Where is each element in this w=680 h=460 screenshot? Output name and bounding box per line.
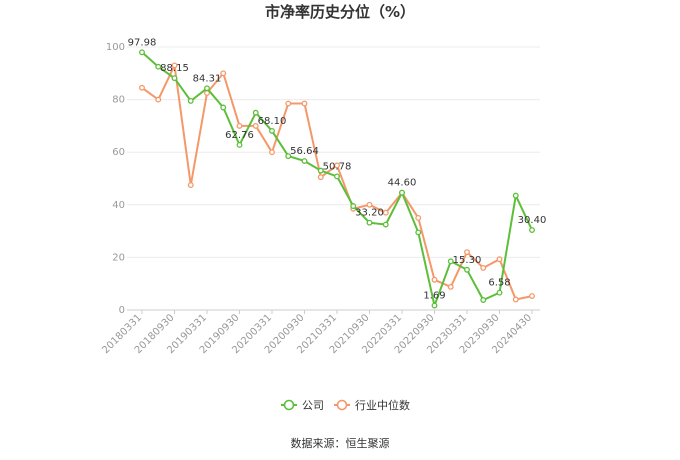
y-tick-label: 60 (112, 147, 125, 158)
legend[interactable]: 公司 行业中位数 (281, 398, 410, 412)
data-point (236, 122, 243, 129)
source-note: 数据来源：恒生聚源 (291, 436, 390, 450)
data-point (139, 84, 145, 91)
legend-swatch-marker (283, 399, 295, 411)
data-point (269, 127, 275, 134)
data-point (529, 227, 535, 233)
data-labels: 97.98 88.15 84.31 62.76 68.10 56.64 50.78 33.20… (128, 37, 547, 301)
data-point (155, 63, 162, 70)
data-point (382, 221, 389, 228)
y-tick-label: 0 (119, 305, 125, 316)
legend-swatch-marker (336, 399, 348, 411)
chart-title: 市净率历史分位（%） (265, 3, 415, 21)
data-point (317, 167, 324, 174)
data-point (334, 173, 340, 180)
data-point (220, 70, 227, 77)
data-point (285, 100, 292, 107)
data-point (366, 219, 373, 226)
legend-item-0[interactable]: 公司 (281, 399, 324, 412)
data-label: 56.64 (290, 146, 319, 157)
data-point (382, 209, 389, 216)
data-point (236, 141, 243, 148)
data-label: 44.60 (388, 178, 417, 189)
legend-item-1[interactable]: 行业中位数 (334, 398, 410, 412)
data-point (301, 158, 308, 164)
data-point (187, 97, 194, 104)
data-point (512, 192, 519, 199)
data-point (480, 297, 487, 303)
data-point (171, 62, 178, 69)
y-axis: 0 20 40 60 80 100 (106, 42, 125, 316)
data-label: 62.76 (225, 130, 254, 141)
data-point (464, 266, 470, 273)
data-point (187, 182, 194, 189)
data-point (171, 75, 178, 82)
data-point (204, 85, 210, 92)
data-label: 88.15 (160, 63, 189, 74)
data-label: 33.20 (355, 208, 384, 219)
x-axis: 2018033120180930201903312019093020200331… (100, 310, 534, 356)
data-point (269, 149, 275, 156)
data-label: 1.69 (423, 291, 445, 302)
data-point (399, 189, 405, 196)
data-point (447, 258, 454, 265)
data-point (464, 249, 470, 256)
series-layer (139, 49, 535, 309)
series-0 (139, 49, 535, 309)
data-point (431, 302, 438, 309)
data-point (285, 153, 292, 160)
data-label: 97.98 (128, 37, 157, 48)
y-tick-label: 100 (106, 42, 125, 53)
data-point (252, 122, 259, 129)
data-point (350, 203, 357, 210)
data-point (317, 174, 324, 181)
data-point (220, 104, 227, 111)
data-point (447, 283, 454, 290)
y-tick-label: 40 (112, 200, 125, 211)
data-point (480, 264, 487, 271)
data-label: 6.58 (488, 278, 510, 289)
data-point (155, 96, 162, 103)
data-label: 84.31 (193, 73, 222, 84)
data-point (139, 49, 145, 56)
data-point (431, 276, 438, 283)
data-label: 15.30 (453, 255, 482, 266)
data-point (334, 162, 340, 169)
data-point (529, 293, 535, 300)
data-point (252, 109, 259, 116)
y-tick-label: 20 (112, 252, 125, 263)
data-point (301, 100, 308, 107)
legend-label: 行业中位数 (355, 398, 410, 412)
series-1 (139, 62, 535, 303)
data-point (415, 229, 422, 236)
data-point (415, 214, 422, 221)
data-point (496, 256, 503, 263)
data-label: 68.10 (258, 116, 287, 127)
y-tick-label: 80 (112, 95, 125, 106)
data-point (366, 201, 373, 208)
data-label: 50.78 (323, 161, 352, 172)
legend-label: 公司 (302, 399, 324, 412)
data-point (496, 289, 503, 296)
data-point (512, 296, 519, 303)
data-label: 30.40 (518, 215, 547, 226)
